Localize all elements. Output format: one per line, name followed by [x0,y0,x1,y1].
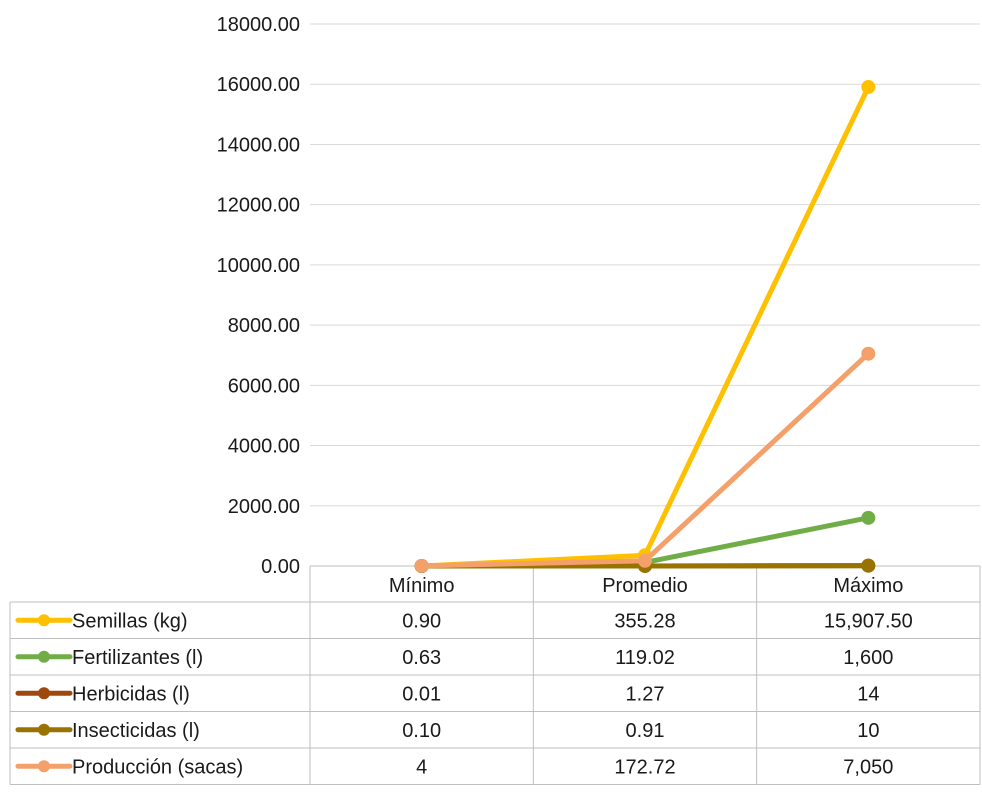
table-value: 10 [857,720,879,742]
data-table: Mínimo Promedio Máximo Semillas (kg) 0.90 355… [9,565,981,785]
category-label: Mínimo [389,575,455,597]
legend-key-marker [38,687,50,700]
y-tick-label: 18000.00 [217,14,300,36]
data-point [861,558,876,573]
series-name: Fertilizantes (l) [72,647,203,669]
table-value: 0.63 [402,647,441,669]
series-lines [414,80,876,573]
y-tick-label: 8000.00 [228,315,300,337]
category-label: Máximo [833,575,903,597]
category-label: Promedio [602,575,688,597]
data-point [414,558,429,573]
y-tick-label: 0.00 [261,556,300,578]
series-name: Herbicidas (l) [72,683,190,705]
table-value: 7,050 [843,756,893,778]
table-value: 0.10 [402,720,441,742]
legend-key-marker [38,614,50,627]
y-axis: 0.00 2000.00 4000.00 6000.00 8000.00 10000.00… [217,14,300,578]
legend-key-marker [38,650,50,663]
table-value: 4 [416,756,427,778]
series-name: Semillas (kg) [72,610,188,632]
table-value: 15,907.50 [824,610,913,632]
table-value: 14 [857,683,879,705]
data-point [861,510,876,525]
y-tick-label: 2000.00 [228,496,300,518]
table-value: 355.28 [614,610,675,632]
data-point [861,346,876,361]
series-name: Producción (sacas) [72,756,243,778]
table-value: 119.02 [615,647,675,669]
data-point [638,553,652,568]
table-value: 0.90 [402,610,441,632]
table-value: 172.72 [614,756,675,778]
series-name: Insecticidas (l) [72,720,200,742]
legend-key-marker [38,760,50,773]
y-tick-label: 4000.00 [228,436,300,458]
gridlines [310,23,980,507]
data-point [861,80,876,95]
table-value: 1.27 [626,683,665,705]
table-value: 0.01 [402,683,441,705]
y-tick-label: 6000.00 [228,375,300,397]
y-tick-label: 10000.00 [217,255,300,277]
y-tick-label: 14000.00 [217,134,300,156]
legend-key-marker [38,723,50,736]
series-line [419,84,871,569]
y-tick-label: 16000.00 [217,74,300,96]
table-value: 0.91 [626,720,665,742]
table-value: 1,600 [843,647,893,669]
y-tick-label: 12000.00 [217,195,300,217]
